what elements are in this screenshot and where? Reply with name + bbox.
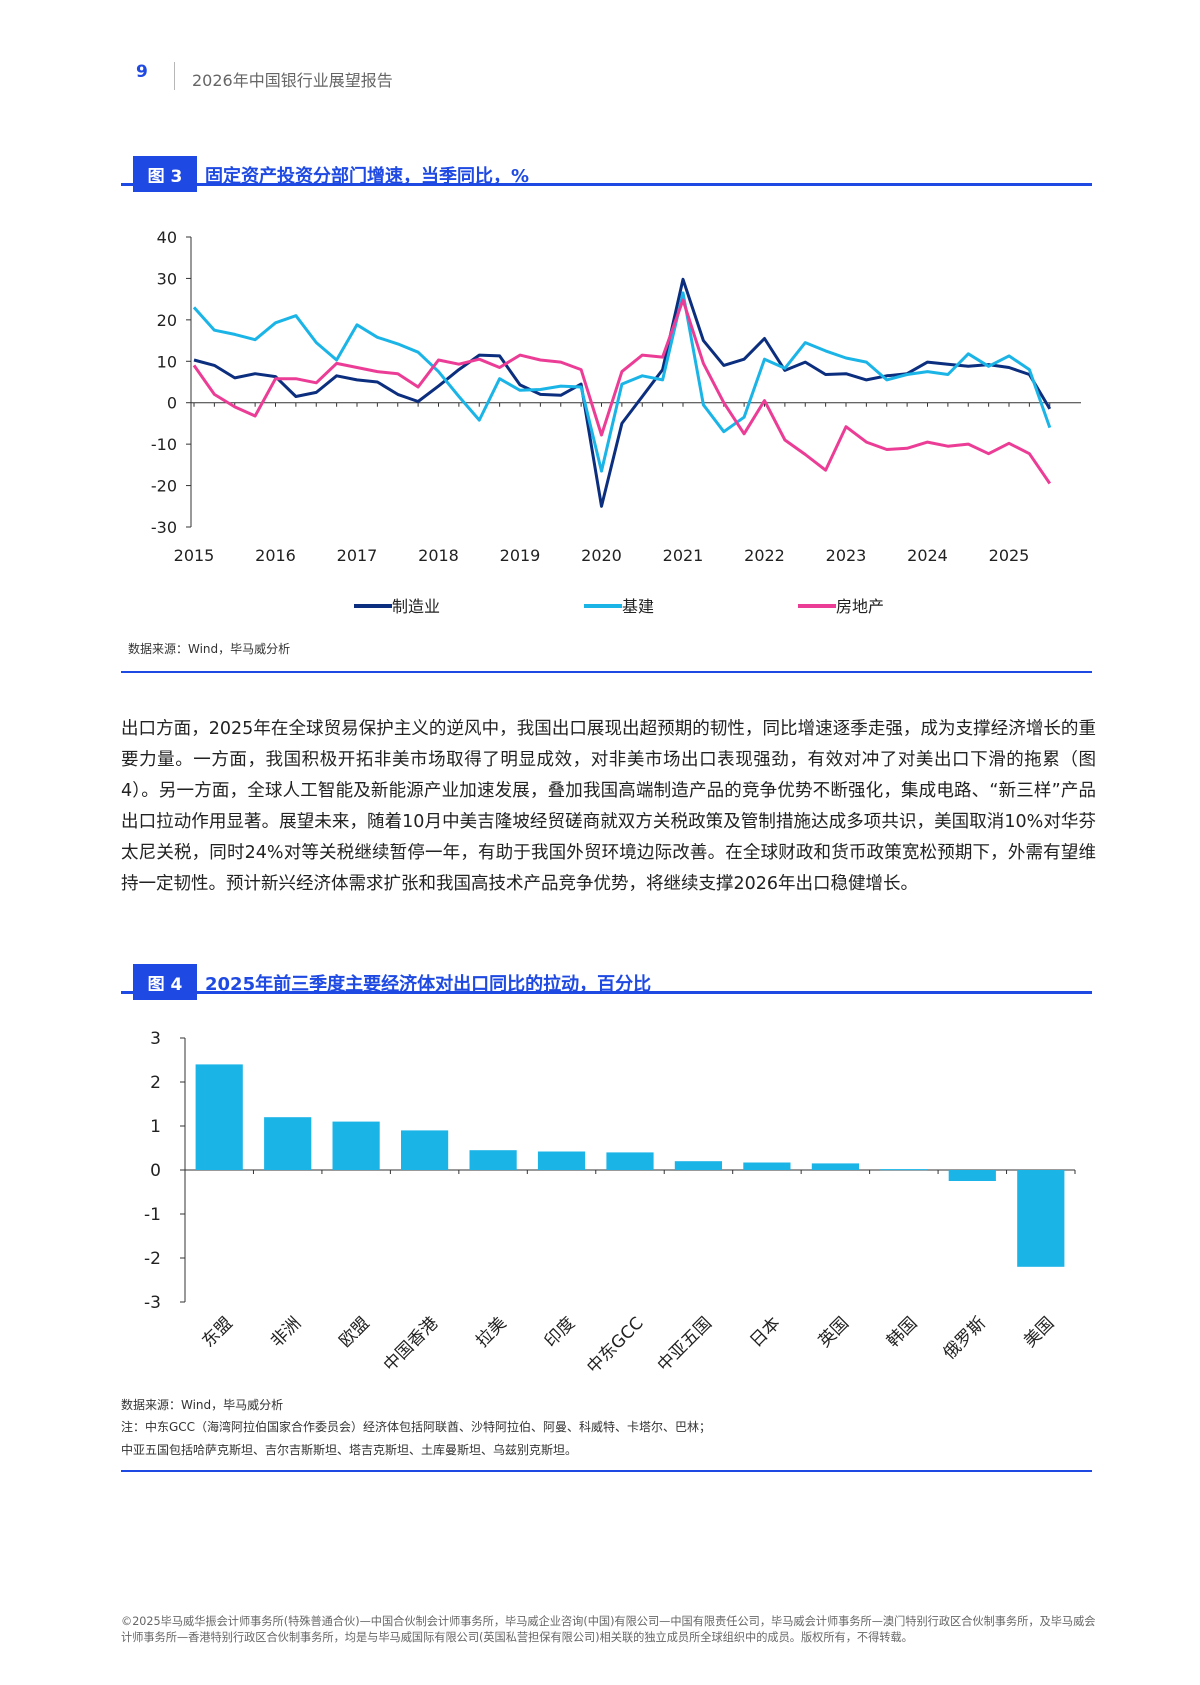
figure3-y-tick-label: 40 [157, 228, 177, 247]
figure3-title: 固定资产投资分部门增速，当季同比，% [205, 166, 530, 187]
figure3-x-tick-label: 2020 [581, 546, 622, 565]
figure3-x-tick-label: 2024 [907, 546, 948, 565]
figure4-y-tick-label: 0 [150, 1161, 161, 1181]
figure4-y-tick-label: -2 [144, 1249, 161, 1269]
figure3-x-tick-label: 2017 [337, 546, 378, 565]
figure3-series-line-1 [193, 277, 1052, 508]
figure4-bar [606, 1152, 654, 1170]
figure4-y-tick-label: -1 [144, 1205, 161, 1225]
figure4-category-label: 拉美 [472, 1313, 510, 1351]
page-number: 9 [136, 62, 148, 82]
body-paragraph: 出口方面，2025年在全球贸易保护主义的逆风中，我国出口展现出超预期的韧性，同比… [121, 719, 1096, 894]
figure4-bar [674, 1161, 722, 1170]
figure3-y-tick-label: 20 [157, 311, 177, 330]
figure3-y-tick-label: -10 [151, 435, 177, 454]
figure3-series-line-3 [192, 298, 1052, 485]
figure3-y-tick-label: 10 [157, 352, 177, 371]
figure3-tag: 图 3 [133, 156, 197, 192]
figure4-y-tick-label: 1 [150, 1117, 161, 1137]
figure4-category-label: 韩国 [883, 1313, 921, 1351]
figure4-title: 2025年前三季度主要经济体对出口同比的拉动，百分比 [205, 974, 652, 995]
figure4-bar [537, 1151, 586, 1170]
figure3-source: 数据来源：Wind，毕马威分析 [128, 642, 291, 656]
figure4-y-tick-label: 3 [150, 1029, 161, 1049]
figure4-category-label: 非洲 [267, 1313, 305, 1351]
figure3-legend-label: 房地产 [836, 597, 884, 616]
figure4-bar [743, 1162, 791, 1170]
header-separator [174, 62, 175, 90]
report-title: 2026年中国银行业展望报告 [192, 71, 393, 90]
figure3-y-tick-label: -20 [151, 477, 177, 496]
figure3-y-tick-label: 30 [157, 269, 177, 288]
figure4-category-label: 印度 [541, 1313, 579, 1351]
figure4-bar-chart: 3 2 1 0 -1 -2 -3 东盟 非洲 欧盟 中国香港 拉美 印度 中东GCC 中亚五国 日本 英国 韩国… [144, 1029, 1076, 1378]
figure3-series-line-2 [192, 291, 1052, 473]
figure4-category-label: 中东GCC [583, 1313, 647, 1377]
figure4-bar [401, 1130, 449, 1170]
figure4-y-tick-label: -3 [144, 1293, 161, 1313]
figure3-x-tick-label: 2021 [663, 546, 704, 565]
copyright-footer: ©2025毕马威华振会计师事务所(特殊普通合伙)—中国合伙制会计师事务所，毕马威… [121, 1615, 1096, 1644]
figure4-bar [332, 1121, 380, 1170]
figure3-x-tick-label: 2023 [826, 546, 867, 565]
figure4-bar [469, 1150, 517, 1170]
figure3-x-tick-label: 2022 [744, 546, 785, 565]
figure3-legend-label: 基建 [622, 597, 654, 616]
figure4-source: 数据来源：Wind，毕马威分析 [121, 1398, 284, 1412]
figure4-bar [1017, 1170, 1065, 1267]
figure3-x-tick-label: 2015 [174, 546, 215, 565]
figure4-category-label: 欧盟 [336, 1313, 374, 1351]
figure4-bottom-rule [121, 1470, 1092, 1472]
figure4-y-tick-label: 2 [150, 1073, 161, 1093]
figure4-category-label: 中国香港 [380, 1313, 442, 1375]
figure3-legend-label: 制造业 [392, 597, 440, 616]
figure3-y-tick-label: -30 [151, 518, 177, 537]
figure3-line-chart: 40 30 20 10 0 -10 -20 -30 2015 2016 2017 2018 2019 2… [151, 228, 1081, 616]
figure3-bottom-rule [121, 671, 1092, 673]
figure4-tag: 图 4 [133, 964, 197, 1000]
figure3-title-rule [121, 183, 1092, 186]
figure4-category-label: 俄罗斯 [940, 1313, 990, 1363]
figure3-x-tick-label: 2019 [500, 546, 541, 565]
figure4-bar [811, 1163, 859, 1170]
figure4-note-gcc: 注：中东GCC（海湾阿拉伯国家合作委员会）经济体包括阿联酋、沙特阿拉伯、阿曼、科… [121, 1420, 712, 1434]
figure4-bar [880, 1169, 928, 1171]
figure4-category-label: 日本 [746, 1313, 784, 1351]
figure4-category-label: 英国 [815, 1313, 853, 1351]
figure4-bar [264, 1117, 312, 1170]
figure4-note-central-asia: 中亚五国包括哈萨克斯坦、吉尔吉斯斯坦、塔吉克斯坦、土库曼斯坦、乌兹别克斯坦。 [121, 1443, 578, 1457]
figure4-bar [195, 1064, 243, 1170]
figure3-x-tick-label: 2018 [418, 546, 459, 565]
figure3-x-tick-label: 2016 [255, 546, 296, 565]
figure4-bar [948, 1170, 996, 1181]
figure4-category-label: 中亚五国 [654, 1313, 716, 1375]
figure4-category-label: 美国 [1020, 1313, 1058, 1351]
figure3-y-tick-label: 0 [167, 394, 177, 413]
figure3-x-tick-label: 2025 [989, 546, 1030, 565]
figure4-title-rule [121, 991, 1092, 994]
figure4-category-label: 东盟 [199, 1313, 237, 1351]
